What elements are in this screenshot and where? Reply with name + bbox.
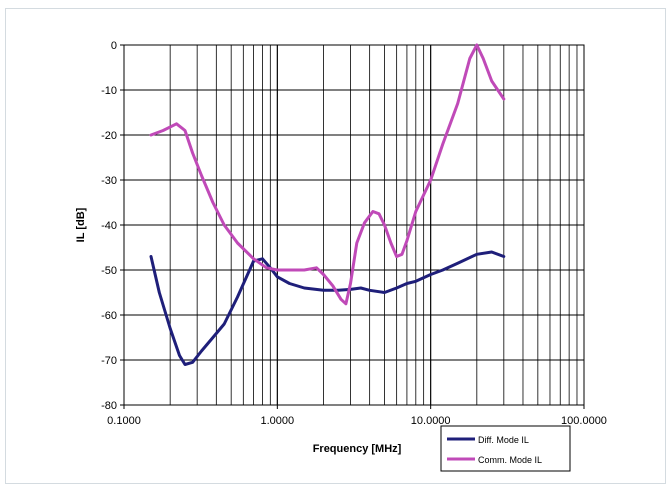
- data-point: [383, 224, 386, 226]
- data-point: [150, 255, 152, 258]
- y-tick-label: -80: [101, 400, 117, 412]
- data-point: [429, 179, 432, 181]
- y-tick-label: 0: [111, 40, 117, 52]
- data-point: [169, 327, 171, 330]
- data-point: [390, 242, 392, 244]
- data-point: [442, 269, 444, 271]
- x-tick-label: 10.0000: [411, 415, 451, 427]
- data-point: [322, 289, 325, 292]
- y-tick-label: -60: [101, 310, 117, 322]
- data-point: [503, 98, 505, 100]
- y-tick-label: -70: [101, 355, 117, 367]
- data-point: [337, 289, 340, 292]
- data-point: [401, 253, 403, 256]
- data-point: [442, 143, 444, 145]
- data-point: [276, 269, 279, 271]
- x-axis-label: Frequency [MHz]: [313, 443, 402, 455]
- data-point: [345, 303, 347, 305]
- data-point: [200, 350, 203, 352]
- data-point: [406, 282, 408, 285]
- data-point: [378, 213, 380, 215]
- data-point: [395, 287, 398, 289]
- data-point: [406, 239, 408, 242]
- data-point: [162, 129, 164, 132]
- y-tick-label: -40: [101, 220, 117, 232]
- y-tick-labels: 0 -10 -20 -30 -40 -50 -60 -70 -80: [101, 40, 124, 412]
- data-point: [212, 336, 214, 339]
- data-point: [503, 255, 505, 258]
- data-point: [223, 323, 225, 325]
- data-point: [456, 102, 459, 105]
- data-point: [261, 258, 264, 260]
- data-point: [372, 210, 374, 213]
- data-point: [349, 282, 352, 285]
- series-line-comm-mode: [149, 43, 506, 306]
- data-point: [223, 224, 225, 226]
- legend-label-comm-mode: Comm. Mode IL: [478, 455, 542, 465]
- x-tick-label: 0.1000: [107, 415, 141, 427]
- data-point: [236, 242, 239, 244]
- y-tick-label: -10: [101, 85, 117, 97]
- data-point: [368, 289, 371, 292]
- data-point: [191, 361, 194, 364]
- y-tick-label: -30: [101, 175, 117, 187]
- legend: Diff. Mode IL Comm. Mode IL: [440, 425, 571, 472]
- data-point: [482, 57, 485, 60]
- data-point: [184, 129, 186, 132]
- data-point: [332, 285, 334, 287]
- data-point: [476, 44, 478, 46]
- data-point: [303, 287, 306, 289]
- data-point: [383, 291, 386, 294]
- data-point: [288, 269, 291, 271]
- data-point: [200, 174, 203, 177]
- data-point: [363, 222, 366, 224]
- legend-box: [440, 425, 571, 472]
- data-point: [315, 267, 318, 269]
- data-point: [184, 363, 186, 366]
- data-point: [212, 201, 214, 204]
- data-point: [252, 258, 255, 260]
- data-point: [158, 291, 161, 294]
- y-tick-label: -50: [101, 265, 117, 277]
- grid: [124, 45, 584, 405]
- data-point: [356, 242, 358, 244]
- x-tick-label: 1.0000: [261, 415, 295, 427]
- data-point: [395, 255, 398, 258]
- x-tick-labels: 0.1000 1.0000 10.0000 100.0000: [107, 405, 607, 427]
- data-point: [322, 273, 325, 276]
- data-point: [150, 134, 152, 136]
- chart-frame: 0 -10 -20 -30 -40 -50 -60 -70 -80 0.1000 1.0000 10…: [5, 8, 666, 484]
- data-point: [469, 57, 471, 60]
- data-point: [288, 282, 291, 285]
- data-point: [490, 251, 493, 253]
- legend-label-diff-mode: Diff. Mode IL: [478, 435, 529, 445]
- data-point: [236, 296, 239, 298]
- data-point: [360, 287, 362, 289]
- series-lines: [149, 43, 506, 366]
- data-point: [490, 80, 493, 82]
- data-point: [415, 210, 417, 213]
- data-point: [175, 123, 178, 125]
- data-point: [415, 280, 417, 283]
- data-point: [178, 354, 181, 357]
- data-point: [476, 253, 478, 256]
- data-point: [456, 262, 459, 264]
- x-tick-label: 100.0000: [561, 415, 607, 427]
- data-point: [276, 276, 279, 278]
- data-point: [340, 298, 342, 301]
- data-point: [191, 152, 194, 154]
- data-point: [303, 269, 306, 271]
- chart-svg: 0 -10 -20 -30 -40 -50 -60 -70 -80 0.1000 1.0000 10…: [75, 40, 607, 472]
- y-axis-label: IL [dB]: [75, 207, 87, 242]
- y-tick-label: -20: [101, 130, 117, 142]
- data-point: [429, 273, 432, 276]
- data-point: [265, 267, 268, 269]
